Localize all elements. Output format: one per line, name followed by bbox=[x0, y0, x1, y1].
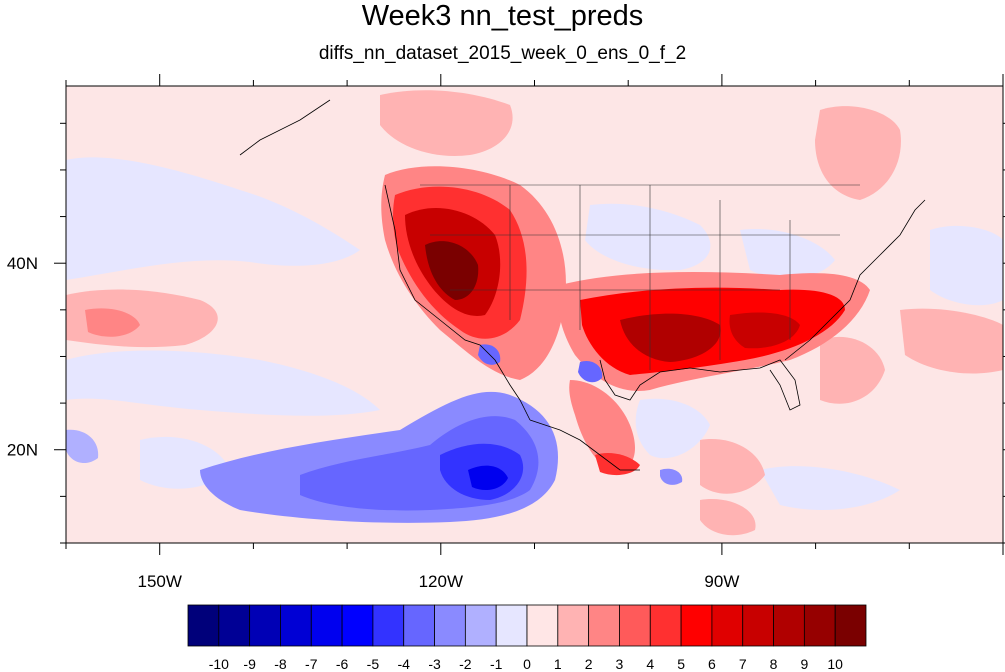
northern-plains-cool-region bbox=[585, 203, 711, 271]
colorbar-swatch bbox=[711, 604, 744, 647]
colorbar-label: -1 bbox=[490, 656, 503, 672]
lon-tick-label: 120W bbox=[419, 572, 463, 591]
colorbar-label: 10 bbox=[827, 656, 843, 672]
colorbar-swatch bbox=[526, 604, 559, 647]
lat-tick-label: 20N bbox=[7, 441, 38, 460]
colorbar-labels: -10 -9 -8 -7 -6 -5 -4 -3 -2 -1 0 1 2 3 4 5 6 7 8 9 10 bbox=[209, 656, 843, 672]
southeast-core-region bbox=[729, 312, 800, 349]
lat-tick-label: 40N bbox=[7, 254, 38, 273]
mid-pacific-cool-region bbox=[66, 350, 380, 416]
colorbar-swatch bbox=[372, 604, 405, 647]
colorbar-swatch bbox=[588, 604, 620, 647]
axis-tick-labels: 150W 120W 90W 40N 20N bbox=[7, 254, 740, 591]
colorbar-swatch bbox=[742, 604, 774, 647]
hawaii-cold-patch bbox=[66, 429, 99, 464]
colorbar-label: 8 bbox=[770, 656, 778, 672]
western-us-max-region bbox=[425, 241, 479, 300]
colorbar bbox=[187, 604, 867, 647]
gulf-cold-patch bbox=[660, 468, 683, 485]
colorbar-swatch bbox=[680, 604, 713, 647]
colorbar-label: 9 bbox=[800, 656, 808, 672]
colorbar-label: -9 bbox=[243, 656, 256, 672]
atlantic-warm-region bbox=[900, 308, 1003, 374]
mexico-warm-region bbox=[569, 380, 635, 472]
colorbar-swatch bbox=[834, 604, 867, 647]
colorbar-label: -2 bbox=[459, 656, 472, 672]
mexico-strong-region bbox=[595, 453, 640, 476]
east-pacific-warm-core bbox=[85, 308, 140, 337]
western-atlantic-warm bbox=[820, 336, 885, 404]
colorbar-swatch bbox=[619, 604, 651, 647]
colorbar-swatch bbox=[187, 604, 220, 647]
north-pacific-cool-region bbox=[66, 157, 360, 280]
colorbar-swatch bbox=[803, 604, 836, 647]
colorbar-label: -4 bbox=[398, 656, 411, 672]
gulf-cool-region bbox=[635, 398, 710, 459]
state-borders bbox=[420, 184, 860, 370]
colorbar-swatch bbox=[434, 604, 466, 647]
colorbar-label: -6 bbox=[336, 656, 349, 672]
colorbar-swatch bbox=[773, 604, 805, 647]
pacific-cold-max bbox=[468, 465, 508, 490]
colorbar-swatch bbox=[495, 604, 528, 647]
canada-warm-region bbox=[815, 106, 901, 200]
east-atlantic-cool-region bbox=[930, 225, 1003, 306]
coastlines bbox=[239, 99, 926, 471]
colorbar-swatch bbox=[249, 604, 281, 647]
colorbar-label: 2 bbox=[585, 656, 593, 672]
colorbar-label: 3 bbox=[616, 656, 624, 672]
east-pacific-south-warm bbox=[700, 499, 756, 536]
alaska-warm-region bbox=[380, 90, 513, 156]
colorbar-label: -8 bbox=[274, 656, 287, 672]
colorbar-swatch bbox=[403, 604, 435, 647]
colorbar-label: -5 bbox=[367, 656, 380, 672]
colorbar-swatch bbox=[218, 604, 251, 647]
colorbar-label: 0 bbox=[523, 656, 531, 672]
colorbar-swatch bbox=[341, 604, 374, 647]
lon-tick-label: 150W bbox=[137, 572, 181, 591]
map-title: Week3 nn_test_preds bbox=[361, 0, 644, 32]
colorbar-label: 1 bbox=[554, 656, 562, 672]
colorbar-label: -3 bbox=[428, 656, 441, 672]
great-lakes-cool-region bbox=[740, 229, 835, 279]
colorbar-label: -7 bbox=[305, 656, 318, 672]
colorbar-swatch bbox=[649, 604, 682, 647]
colorbar-label: 4 bbox=[646, 656, 654, 672]
colorbar-label: 5 bbox=[677, 656, 685, 672]
axis-ticks bbox=[54, 74, 1005, 555]
colorbar-label: -10 bbox=[209, 656, 229, 672]
colorbar-label: 7 bbox=[739, 656, 747, 672]
map-subtitle: diffs_nn_dataset_2015_week_0_ens_0_f_2 bbox=[318, 43, 687, 64]
caribbean-cool-region bbox=[760, 466, 900, 510]
colorbar-swatch bbox=[557, 604, 590, 647]
lon-tick-label: 90W bbox=[704, 572, 739, 591]
colorbar-swatch bbox=[464, 604, 497, 647]
colorbar-label: 6 bbox=[708, 656, 716, 672]
southern-us-core-region bbox=[620, 313, 721, 362]
central-america-warm bbox=[700, 439, 765, 494]
map-plot-area bbox=[66, 86, 1003, 543]
colorbar-swatch bbox=[310, 604, 343, 647]
mexico-cold-patch bbox=[578, 360, 603, 383]
colorbar-swatch bbox=[280, 604, 312, 647]
